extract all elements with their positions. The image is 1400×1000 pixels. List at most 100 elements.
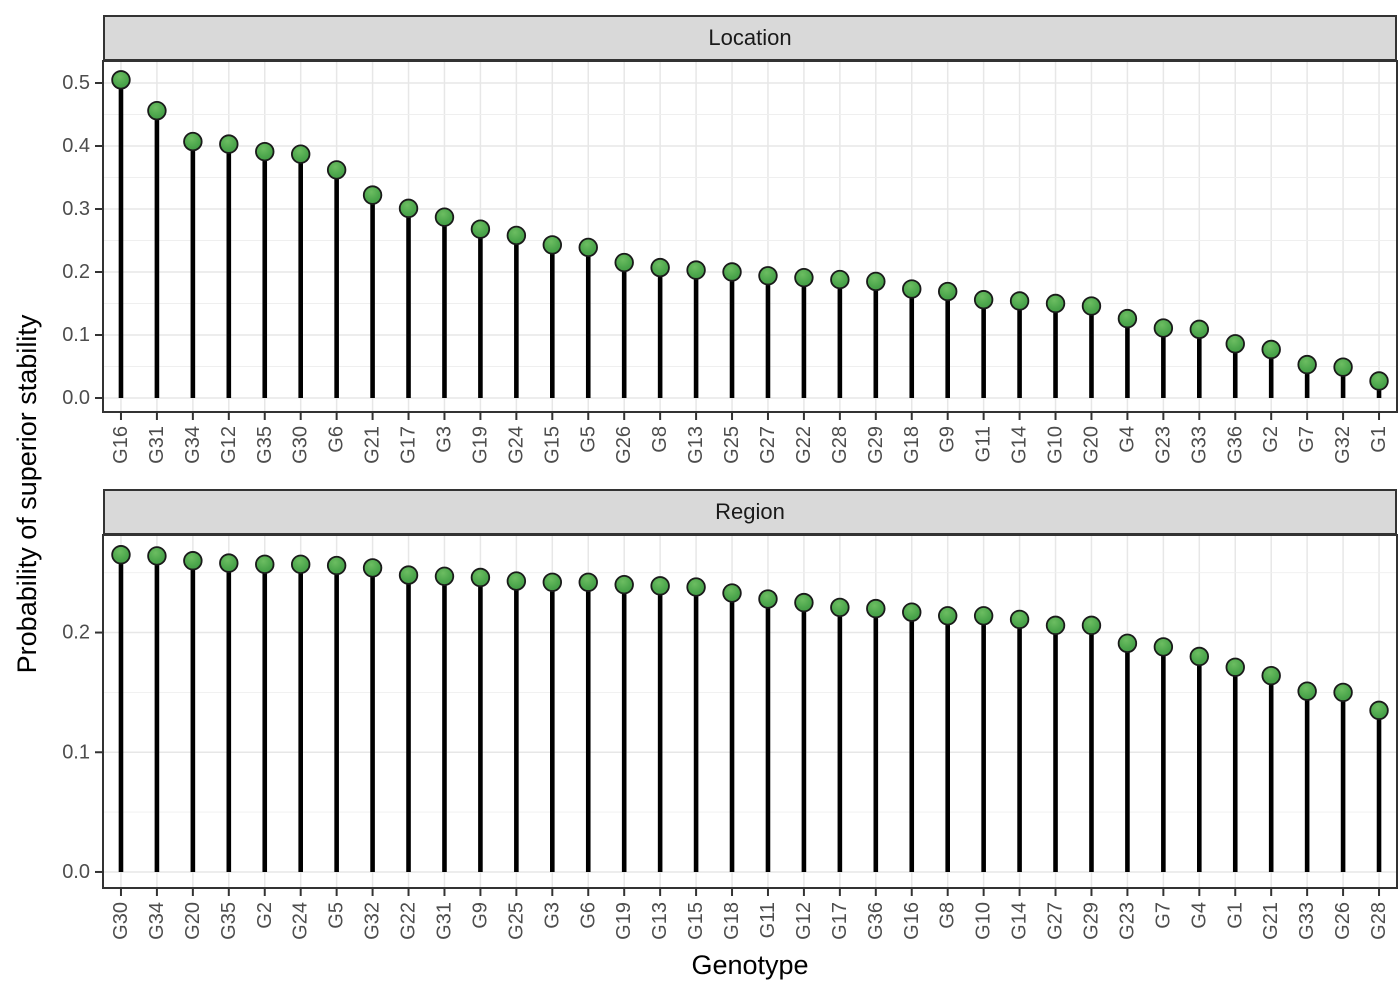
data-point <box>1153 318 1174 338</box>
data-point <box>1153 637 1174 657</box>
x-tick-label: G7 <box>1296 426 1318 453</box>
x-tick-label: G9 <box>937 426 959 453</box>
data-point <box>1009 609 1030 630</box>
x-tick-label: G10 <box>973 902 995 940</box>
data-point <box>1045 615 1066 636</box>
data-point <box>830 597 850 618</box>
x-tick-label: G23 <box>1116 902 1138 940</box>
data-point <box>219 553 239 573</box>
data-point <box>434 566 455 586</box>
x-tick-label: G16 <box>110 426 132 464</box>
x-tick-label: G6 <box>577 902 599 929</box>
x-tick-label: G15 <box>541 426 563 464</box>
panel-location: 0.0 0.1 0.2 0.3 0.4 0.5 G16 G31 G34 G12 G35 G30 G6 G2… <box>62 60 1398 464</box>
x-tick-label: G5 <box>326 902 348 929</box>
y-tick-label: 0.0 <box>62 387 90 409</box>
panel-border <box>102 534 1398 889</box>
data-point <box>1081 615 1102 636</box>
data-point <box>326 160 347 180</box>
x-tick-label: G12 <box>793 902 815 940</box>
data-point <box>542 235 563 255</box>
data-point <box>1117 633 1138 654</box>
facet-strip-location: Location <box>103 15 1397 61</box>
data-point <box>902 602 922 622</box>
facet-strip-region-label: Region <box>715 499 785 524</box>
data-point <box>578 572 598 592</box>
data-point <box>1189 319 1210 340</box>
y-tick-label: 0.3 <box>62 198 90 220</box>
data-point <box>1225 334 1245 354</box>
data-point <box>147 101 167 121</box>
x-tick-label: G13 <box>685 426 707 464</box>
x-tick-label: G6 <box>326 426 348 453</box>
data-point <box>1261 339 1281 360</box>
data-point <box>1189 646 1210 667</box>
x-tick-label: G18 <box>721 902 743 940</box>
data-point <box>866 271 886 292</box>
panel-background <box>103 535 1397 888</box>
x-tick-label: G17 <box>398 426 420 464</box>
x-tick-label: G32 <box>362 902 384 940</box>
x-tick-label: G33 <box>1188 426 1210 464</box>
x-tick-label: G12 <box>218 426 240 464</box>
x-tick-label: G36 <box>865 902 887 940</box>
x-tick-label: G5 <box>577 426 599 453</box>
data-point <box>686 577 706 597</box>
data-point <box>398 198 419 219</box>
data-point <box>650 576 670 596</box>
data-point <box>937 606 958 626</box>
x-tick-label: G7 <box>1152 902 1174 929</box>
x-tick-label: G30 <box>290 426 312 464</box>
x-tick-label: G30 <box>110 902 132 940</box>
x-tick-label: G10 <box>1045 426 1067 464</box>
x-tick-label: G29 <box>1080 902 1102 940</box>
y-tick-label: 0.2 <box>62 622 90 644</box>
data-point <box>1009 291 1030 311</box>
data-point <box>758 266 778 286</box>
data-point <box>1297 354 1317 375</box>
y-tick-label: 0.0 <box>62 861 90 883</box>
data-point <box>686 260 706 280</box>
x-tick-label: G1 <box>1368 426 1390 453</box>
data-point <box>614 574 634 595</box>
data-point <box>183 551 203 571</box>
x-tick-label: G27 <box>1045 902 1067 940</box>
x-tick-label: G19 <box>613 902 635 940</box>
x-tick-label: G21 <box>362 426 384 464</box>
x-tick-label: G3 <box>433 426 455 453</box>
data-point <box>183 131 203 152</box>
x-tick-label: G22 <box>793 426 815 464</box>
data-point <box>255 141 275 162</box>
data-point <box>937 281 958 302</box>
data-point <box>973 606 994 626</box>
x-tick-label: G4 <box>1188 902 1210 929</box>
y-tick-label: 0.5 <box>62 72 90 94</box>
data-point <box>722 583 742 603</box>
x-tick-label: G36 <box>1224 426 1246 464</box>
data-point <box>326 555 347 576</box>
data-point <box>1261 665 1281 686</box>
data-point <box>902 279 922 299</box>
facet-strip-region: Region <box>103 489 1397 535</box>
x-tick-label: G1 <box>1224 902 1246 929</box>
data-point <box>362 558 383 578</box>
y-tick-label: 0.2 <box>62 261 90 283</box>
x-tick-label: G25 <box>505 902 527 940</box>
x-tick-label: G23 <box>1152 426 1174 464</box>
data-point <box>398 565 419 585</box>
x-tick-label: G35 <box>254 426 276 464</box>
data-point <box>1369 700 1389 721</box>
x-tick-label: G8 <box>937 902 959 929</box>
x-tick-label: G24 <box>505 426 527 464</box>
x-tick-label: G33 <box>1296 902 1318 940</box>
x-tick-label: G19 <box>469 426 491 464</box>
y-tick-label: 0.4 <box>62 135 90 157</box>
data-point <box>1333 682 1353 703</box>
x-tick-label: G24 <box>290 902 312 940</box>
data-point <box>973 290 994 310</box>
x-tick-label: G31 <box>146 426 168 464</box>
data-point <box>506 571 527 591</box>
x-tick-label: G35 <box>218 902 240 940</box>
data-point <box>147 546 167 566</box>
